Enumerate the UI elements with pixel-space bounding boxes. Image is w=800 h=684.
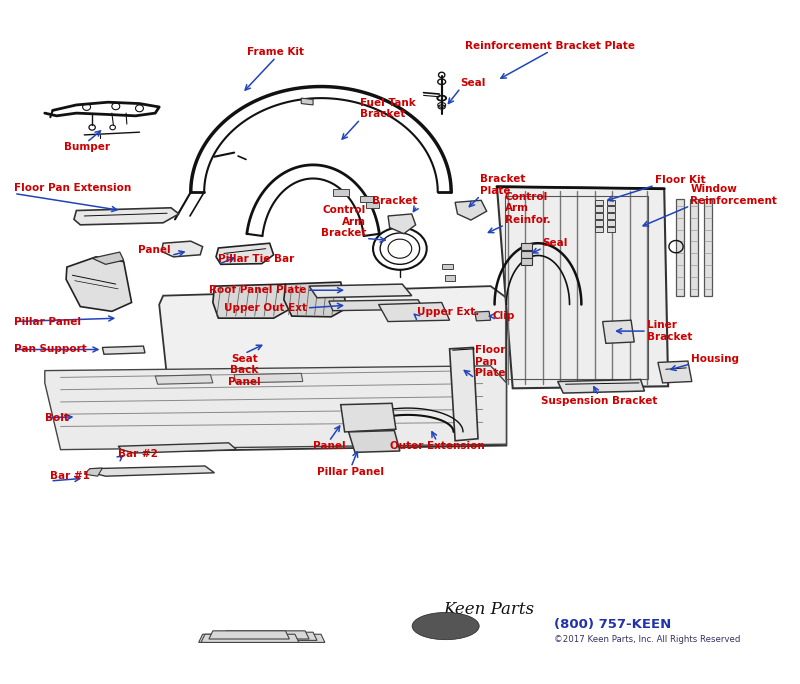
Text: Pillar Tie Bar: Pillar Tie Bar: [218, 254, 294, 264]
Text: Clip: Clip: [493, 311, 515, 321]
Polygon shape: [74, 208, 179, 225]
Polygon shape: [521, 252, 532, 258]
Polygon shape: [658, 361, 692, 383]
Text: Bar #1: Bar #1: [50, 471, 90, 481]
Polygon shape: [333, 189, 349, 196]
Polygon shape: [606, 227, 614, 233]
Polygon shape: [445, 275, 455, 280]
Text: Suspension Bracket: Suspension Bracket: [541, 396, 657, 406]
Polygon shape: [329, 300, 423, 311]
Text: Liner
Bracket: Liner Bracket: [647, 320, 692, 342]
Text: Housing: Housing: [691, 354, 739, 364]
Polygon shape: [497, 187, 668, 389]
Polygon shape: [606, 200, 614, 205]
Polygon shape: [209, 631, 290, 639]
Text: Roof Panel Plate: Roof Panel Plate: [210, 285, 306, 295]
Text: Bolt: Bolt: [45, 412, 69, 423]
Ellipse shape: [412, 612, 479, 640]
Text: Upper Out Ext: Upper Out Ext: [224, 303, 306, 313]
Polygon shape: [366, 202, 378, 209]
Text: Control
Arm
Reinfor.: Control Arm Reinfor.: [505, 192, 550, 225]
Text: Frame Kit: Frame Kit: [247, 47, 305, 57]
Polygon shape: [606, 220, 614, 226]
Text: Seal: Seal: [542, 238, 568, 248]
Text: Outer Extension: Outer Extension: [390, 441, 484, 451]
Polygon shape: [309, 284, 412, 298]
Polygon shape: [341, 404, 396, 432]
Text: (800) 757-KEEN: (800) 757-KEEN: [554, 618, 671, 631]
Polygon shape: [216, 244, 274, 264]
Polygon shape: [378, 302, 450, 321]
Text: Keen Parts: Keen Parts: [443, 601, 534, 618]
Text: Fuel Tank
Bracket: Fuel Tank Bracket: [361, 98, 416, 119]
Polygon shape: [521, 244, 532, 250]
Text: Floor Pan Extension: Floor Pan Extension: [14, 183, 131, 194]
Polygon shape: [606, 207, 614, 212]
Polygon shape: [284, 282, 347, 317]
Polygon shape: [210, 632, 317, 640]
Polygon shape: [302, 98, 313, 105]
Text: Floor Kit: Floor Kit: [654, 175, 706, 185]
Text: ©2017 Keen Parts, Inc. All Rights Reserved: ©2017 Keen Parts, Inc. All Rights Reserv…: [554, 635, 740, 644]
Polygon shape: [234, 373, 303, 383]
Text: Upper Ext.: Upper Ext.: [418, 307, 479, 317]
Polygon shape: [90, 466, 214, 476]
Polygon shape: [594, 227, 602, 233]
Text: Seal: Seal: [461, 78, 486, 88]
Polygon shape: [84, 468, 102, 476]
Text: Reinforcement Bracket Plate: Reinforcement Bracket Plate: [465, 41, 635, 51]
Polygon shape: [521, 258, 532, 265]
Text: Panel: Panel: [138, 246, 171, 256]
Polygon shape: [594, 213, 602, 219]
Polygon shape: [475, 311, 490, 321]
Polygon shape: [66, 257, 131, 311]
Text: Pillar Panel: Pillar Panel: [318, 467, 385, 477]
Polygon shape: [162, 241, 202, 257]
Polygon shape: [705, 199, 712, 295]
Polygon shape: [102, 346, 145, 354]
Polygon shape: [92, 252, 124, 264]
Polygon shape: [213, 284, 290, 318]
Text: Pillar Panel: Pillar Panel: [14, 317, 81, 326]
Polygon shape: [594, 220, 602, 226]
Text: Bracket
Plate: Bracket Plate: [480, 174, 526, 196]
Polygon shape: [594, 200, 602, 205]
Polygon shape: [198, 634, 325, 642]
Polygon shape: [606, 213, 614, 219]
Polygon shape: [690, 199, 698, 295]
Polygon shape: [442, 263, 453, 269]
Polygon shape: [118, 443, 237, 453]
Text: Panel: Panel: [313, 441, 345, 451]
Text: Bumper: Bumper: [64, 142, 110, 153]
Text: Bracket: Bracket: [372, 196, 418, 206]
Polygon shape: [388, 214, 416, 234]
Text: Control
Arm
Bracket: Control Arm Bracket: [321, 205, 366, 239]
Text: Bar #2: Bar #2: [118, 449, 158, 459]
Text: Floor
Pan
Plate: Floor Pan Plate: [475, 345, 506, 378]
Polygon shape: [45, 366, 506, 449]
Text: Window
Reinforcement: Window Reinforcement: [690, 184, 777, 206]
Polygon shape: [594, 207, 602, 212]
Polygon shape: [602, 320, 634, 343]
Polygon shape: [159, 286, 506, 451]
Polygon shape: [222, 631, 309, 639]
Polygon shape: [558, 380, 645, 393]
Polygon shape: [155, 375, 213, 384]
Polygon shape: [349, 430, 400, 452]
Text: Pan Support: Pan Support: [14, 345, 86, 354]
Polygon shape: [455, 200, 486, 220]
Text: Seat
Back
Panel: Seat Back Panel: [228, 354, 261, 386]
Polygon shape: [201, 634, 299, 642]
Polygon shape: [450, 347, 478, 440]
Polygon shape: [676, 199, 684, 295]
Polygon shape: [361, 196, 374, 202]
